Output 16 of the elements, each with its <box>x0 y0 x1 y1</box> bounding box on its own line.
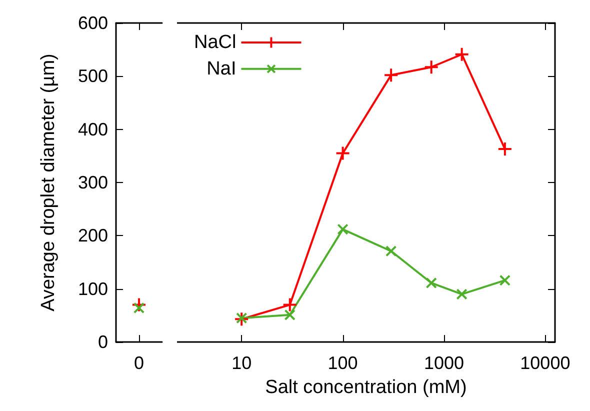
y-tick-label: 100 <box>78 278 108 299</box>
y-tick-label: 500 <box>78 66 108 86</box>
x-tick-label: 10 <box>232 353 252 373</box>
x-tick-label: 100 <box>328 353 358 373</box>
legend-label: NaI <box>206 58 236 80</box>
x-tick-label: 10000 <box>520 353 570 373</box>
x-tick-label: 1000 <box>424 353 464 373</box>
legend-label: NaCl <box>194 32 236 53</box>
y-tick-label: 300 <box>78 172 108 192</box>
y-tick-label: 400 <box>78 119 108 140</box>
x-tick-label: 0 <box>134 353 144 373</box>
x-axis-title: Salt concentration (mM) <box>265 377 467 398</box>
y-tick-label: 600 <box>78 13 108 33</box>
y-axis-title: Average droplet diameter (µm) <box>38 54 59 312</box>
y-tick-label: 200 <box>78 226 108 246</box>
y-tick-label: 0 <box>98 332 108 352</box>
